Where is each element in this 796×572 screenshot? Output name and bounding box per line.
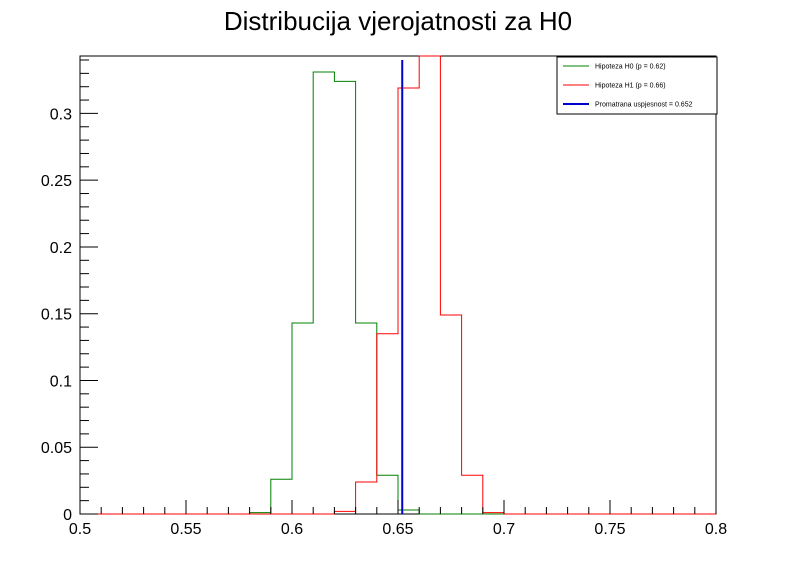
series-layer bbox=[80, 55, 716, 515]
legend: Hipoteza H0 (p = 0.62) Hipoteza H1 (p = 0… bbox=[556, 56, 718, 115]
x-tick-label: 0.75 bbox=[594, 521, 625, 538]
x-tick-label: 0.8 bbox=[705, 521, 727, 538]
x-tick-label: 0.5 bbox=[69, 521, 91, 538]
y-tick-label: 0.25 bbox=[41, 173, 72, 190]
x-tick-label: 0.55 bbox=[170, 521, 201, 538]
y-tick-label: 0 bbox=[63, 507, 72, 524]
y-tick-label: 0.05 bbox=[41, 440, 72, 457]
y-tick-label: 0.3 bbox=[50, 106, 72, 123]
y-tick-label: 0.15 bbox=[41, 307, 72, 324]
y-tick-label: 0.2 bbox=[50, 240, 72, 257]
legend-item-observed-label: Promatrana uspjesnost = 0.652 bbox=[595, 102, 693, 109]
x-tick-label: 0.6 bbox=[281, 521, 303, 538]
axes-layer: 0.5 0.55 0.6 0.65 0.7 0.75 0.8 0 0.05 0.1 0.15 0.2 0… bbox=[41, 59, 727, 538]
chart-title: Distribucija vjerojatnosti za H0 bbox=[224, 6, 572, 36]
x-tick-label: 0.65 bbox=[382, 521, 413, 538]
legend-item-h1-label: Hipoteza H1 (p = 0.66) bbox=[595, 83, 666, 90]
y-tick-label: 0.1 bbox=[50, 373, 72, 390]
series-h1-histogram bbox=[80, 55, 716, 515]
x-tick-label: 0.7 bbox=[493, 521, 515, 538]
legend-item-h0-label: Hipoteza H0 (p = 0.62) bbox=[595, 64, 666, 71]
